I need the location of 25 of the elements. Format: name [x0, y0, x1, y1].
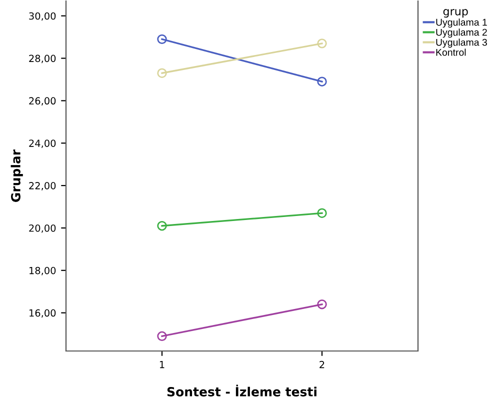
legend-label: Uygulama 2 [436, 28, 487, 38]
legend-title: grup [443, 9, 468, 18]
y-tick-label: 16,00 [30, 309, 56, 318]
point [317, 208, 327, 218]
point [157, 220, 167, 231]
point [317, 299, 327, 310]
y-tick-label: 28,00 [29, 54, 56, 64]
x-tick-label: 1 [160, 361, 164, 368]
y-axis-title: Gruplar [10, 149, 23, 202]
y-tick-label: 18,00 [30, 266, 56, 276]
legend-label: Uygulama 3 [436, 38, 487, 48]
y-tick-label: 26,00 [29, 97, 56, 106]
legend-label: Uygulama 1 [436, 18, 487, 28]
point [157, 331, 167, 342]
point [317, 38, 327, 48]
y-tick-label: 22,00 [29, 182, 56, 190]
x-axis-title: Sontest - İzleme testi [167, 384, 316, 396]
y-tick-label: 20,00 [29, 224, 56, 233]
point [157, 68, 167, 78]
point [157, 34, 167, 44]
point [317, 76, 327, 86]
legend-label: Kontrol [436, 48, 466, 56]
y-tick-label: 24,00 [29, 140, 56, 148]
x-tick-label: 2 [320, 360, 324, 368]
y-tick-label: 30,00 [29, 12, 56, 21]
